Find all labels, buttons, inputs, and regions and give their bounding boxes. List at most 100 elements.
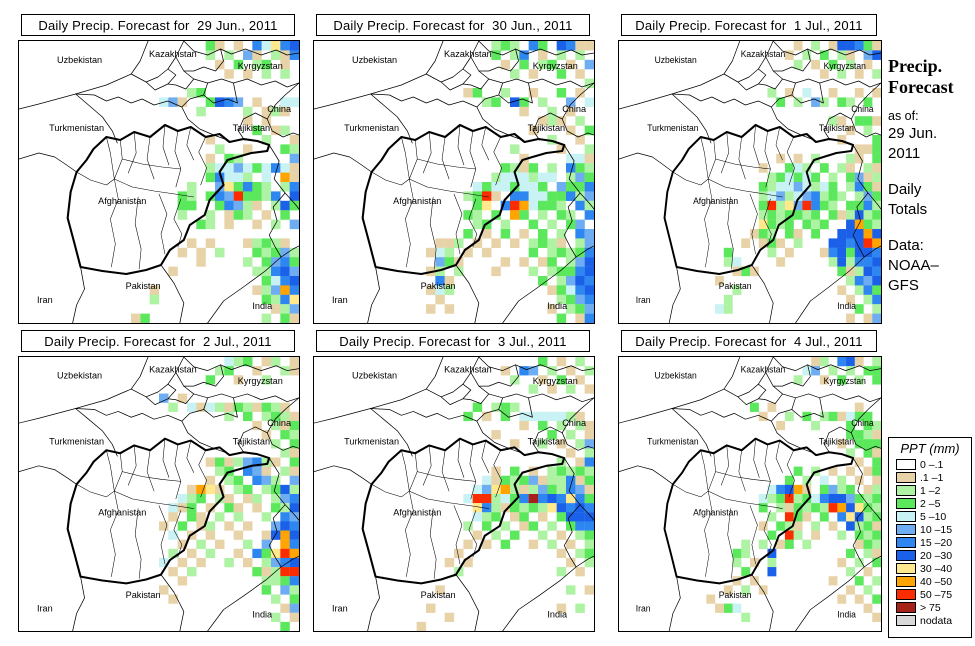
- precip-cell: [837, 247, 847, 258]
- precip-cell: [289, 512, 299, 522]
- precip-cell: [271, 594, 281, 604]
- precip-cell: [767, 484, 777, 495]
- precip-cell: [846, 153, 855, 164]
- precip-cell: [271, 548, 281, 559]
- precip-cell: [584, 229, 594, 239]
- precip-cell: [566, 266, 576, 277]
- precip-cell: [854, 69, 864, 79]
- precip-cell: [261, 576, 272, 586]
- precip-cell: [205, 402, 216, 412]
- precip-cell: [252, 247, 262, 258]
- precip-cell: [793, 238, 803, 248]
- legend-item: .1 –1: [889, 471, 971, 484]
- precip-cell: [793, 163, 803, 173]
- precip-cell: [837, 97, 847, 107]
- precip-cell: [280, 557, 290, 568]
- sidebar-title-line1: Precip.: [888, 56, 943, 76]
- country-label-turkmenistan: Turkmenistan: [49, 123, 104, 133]
- forecast-map: Uzbekistan Kazakhstan Kyrgyzstan China Turkm…: [314, 41, 594, 323]
- panel-title: Daily Precip. Forecast for 2 Jul., 2011: [21, 330, 295, 352]
- precip-cell: [575, 484, 585, 495]
- precip-cell: [863, 97, 873, 107]
- precip-cell: [168, 512, 178, 522]
- precip-cell: [584, 163, 594, 173]
- precip-cell: [528, 494, 539, 504]
- precip-cell: [289, 503, 299, 513]
- precip-cell: [444, 247, 455, 258]
- precip-cell: [556, 357, 567, 367]
- legend-label: nodata: [920, 614, 953, 627]
- precip-cell: [584, 294, 594, 305]
- precip-cell: [289, 567, 299, 577]
- precip-cell: [215, 172, 225, 183]
- precip-cell: [837, 210, 847, 220]
- precip-cell: [159, 585, 169, 595]
- country-label-india: India: [252, 301, 273, 311]
- precip-cell: [863, 210, 873, 220]
- precip-cell: [280, 294, 290, 305]
- precip-cell: [205, 484, 216, 495]
- precip-cell: [863, 59, 873, 70]
- precip-cell: [584, 530, 594, 540]
- precip-cell: [510, 69, 520, 79]
- precip-cell: [767, 247, 777, 258]
- precip-cell: [575, 172, 585, 183]
- precip-cell: [233, 200, 244, 211]
- precip-cell: [435, 266, 445, 277]
- legend-item: 40 –50: [889, 575, 971, 588]
- country-label-china: China: [562, 104, 587, 114]
- precip-cell: [854, 266, 864, 277]
- precip-cell: [872, 357, 881, 367]
- precip-cell: [187, 200, 197, 211]
- precip-cell: [784, 539, 794, 549]
- precip-cell: [205, 172, 216, 183]
- precip-cell: [846, 448, 855, 458]
- precip-cell: [872, 530, 881, 540]
- precip-cell: [776, 191, 786, 201]
- precip-cell: [872, 539, 881, 549]
- precip-cell: [168, 503, 178, 513]
- precip-cell: [828, 116, 838, 126]
- precip-cell: [149, 294, 160, 305]
- precip-cell: [846, 420, 855, 431]
- precip-cell: [819, 484, 829, 495]
- precip-cell: [271, 50, 281, 60]
- precip-cell: [168, 567, 178, 577]
- precip-cell: [215, 539, 225, 549]
- country-label-kazakhstan: Kazakhstan: [444, 365, 492, 375]
- precip-cell: [500, 41, 511, 51]
- precip-cell: [846, 567, 855, 577]
- precip-cell: [846, 521, 855, 531]
- precip-cell: [519, 182, 529, 192]
- precip-cell: [261, 247, 272, 258]
- precip-cell: [261, 238, 272, 248]
- precip-cell: [271, 294, 281, 305]
- precip-cell: [547, 430, 557, 440]
- precip-cell: [584, 521, 594, 531]
- precip-cell: [863, 41, 873, 51]
- precip-cell: [187, 512, 197, 522]
- precip-cell: [252, 567, 262, 577]
- precip-cell: [482, 475, 492, 486]
- precip-cell: [828, 366, 838, 376]
- precip-cell: [289, 191, 299, 201]
- precip-cell: [566, 448, 576, 458]
- precip-cell: [819, 357, 829, 367]
- precip-cell: [280, 366, 290, 376]
- precip-cell: [289, 41, 299, 51]
- precip-cell: [463, 494, 473, 504]
- precip-cell: [528, 411, 539, 422]
- precip-cell: [854, 375, 864, 385]
- precip-cell: [575, 153, 585, 164]
- precip-cell: [566, 304, 576, 314]
- precip-cell: [828, 247, 838, 258]
- precip-cell: [243, 106, 253, 117]
- precip-cell: [547, 539, 557, 549]
- precip-cell: [435, 276, 445, 286]
- precip-cell: [837, 163, 847, 173]
- precip-cell: [793, 182, 803, 192]
- precip-cell: [854, 41, 864, 51]
- precip-cell: [271, 238, 281, 248]
- precip-cell: [819, 69, 829, 79]
- precip-cell: [482, 539, 492, 549]
